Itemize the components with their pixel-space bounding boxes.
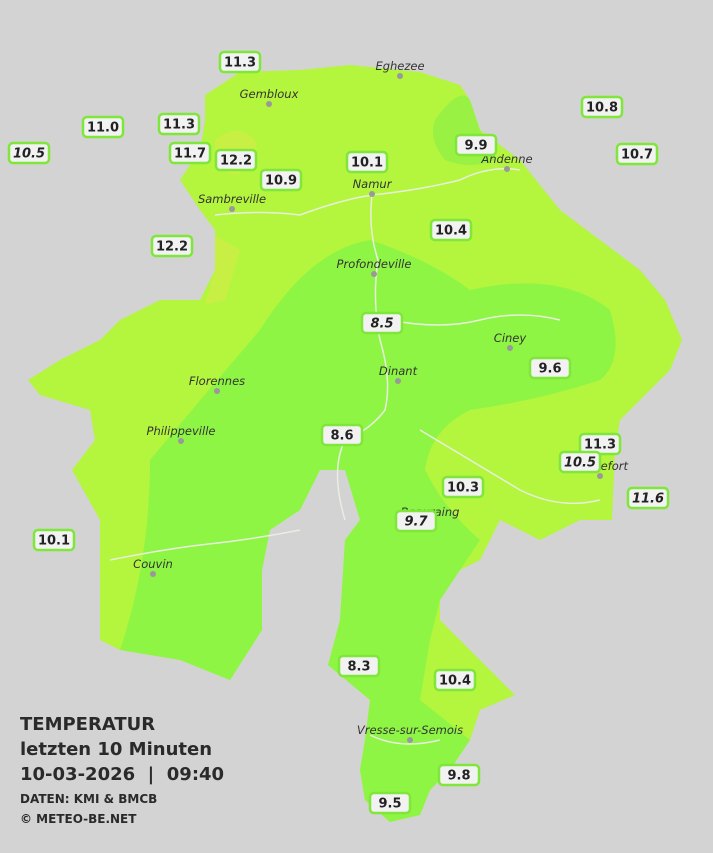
city-label: Vresse-sur-Semois bbox=[357, 723, 463, 737]
station-value: 10.1 bbox=[38, 534, 70, 549]
station-value: 9.5 bbox=[378, 797, 401, 812]
city-label: Eghezee bbox=[375, 59, 424, 73]
city-dot bbox=[229, 206, 235, 212]
station-value: 11.3 bbox=[224, 56, 256, 71]
station-value: 10.1 bbox=[351, 156, 383, 171]
city-label: Philippeville bbox=[147, 424, 216, 438]
cool-zone bbox=[120, 240, 616, 822]
station-box bbox=[454, 133, 498, 157]
station-value: 11.3 bbox=[584, 438, 616, 453]
station-box bbox=[157, 112, 201, 136]
period: letzten 10 Minuten bbox=[20, 739, 212, 760]
station-value: 10.4 bbox=[439, 674, 471, 689]
city-dot bbox=[266, 101, 272, 107]
station-box bbox=[214, 148, 258, 172]
station-box bbox=[626, 486, 670, 510]
city-dot bbox=[395, 378, 401, 384]
station-box bbox=[580, 95, 624, 119]
city-dot bbox=[597, 473, 603, 479]
station-value: 9.8 bbox=[447, 769, 470, 784]
station-box bbox=[433, 668, 477, 692]
station-box bbox=[345, 150, 389, 174]
station-value: 8.3 bbox=[347, 660, 370, 675]
city-label: Couvin bbox=[133, 557, 173, 571]
city-dot bbox=[150, 571, 156, 577]
station-value: 12.2 bbox=[220, 154, 252, 169]
city-dot bbox=[178, 438, 184, 444]
city-label: Profondeville bbox=[337, 257, 412, 271]
station-box bbox=[368, 791, 412, 815]
station-value: 10.5 bbox=[564, 456, 596, 471]
station-value: 8.5 bbox=[370, 317, 393, 332]
station-value: 9.6 bbox=[538, 362, 561, 377]
station-box bbox=[32, 528, 76, 552]
station-value: 10.4 bbox=[435, 224, 467, 239]
station-box bbox=[259, 168, 303, 192]
station-value: 11.0 bbox=[87, 121, 119, 136]
station-box bbox=[615, 142, 659, 166]
station-value: 10.8 bbox=[586, 101, 618, 116]
station-box bbox=[360, 311, 404, 335]
station-box bbox=[437, 763, 481, 787]
city-label: Sambreville bbox=[198, 192, 266, 206]
city-dot bbox=[397, 73, 403, 79]
station-value: 9.9 bbox=[464, 139, 487, 154]
source: DATEN: KMI & BMCB bbox=[20, 792, 157, 806]
city-label: Ciney bbox=[494, 331, 527, 345]
city-label: Dinant bbox=[379, 364, 418, 378]
station-value: 11.6 bbox=[632, 492, 664, 507]
station-value: 10.7 bbox=[621, 148, 653, 163]
station-box bbox=[441, 475, 485, 499]
station-box bbox=[337, 654, 381, 678]
station-box bbox=[168, 141, 212, 165]
station-box bbox=[394, 509, 438, 533]
city-dot bbox=[371, 271, 377, 277]
title: TEMPERATUR bbox=[20, 714, 155, 735]
station-value: 10.9 bbox=[265, 174, 297, 189]
station-box bbox=[7, 141, 51, 165]
city-label: Florennes bbox=[189, 374, 245, 388]
station-value: 12.2 bbox=[156, 240, 188, 255]
city-dot bbox=[214, 388, 220, 394]
station-value: 9.7 bbox=[404, 515, 428, 530]
station-box bbox=[528, 356, 572, 380]
timestamp: 10-03-2026 | 09:40 bbox=[20, 764, 224, 785]
city-label: Gembloux bbox=[240, 87, 299, 101]
city-label: Namur bbox=[353, 177, 393, 191]
warm-zone bbox=[205, 131, 257, 305]
city-dot bbox=[407, 737, 413, 743]
city-dot bbox=[507, 345, 513, 351]
station-box bbox=[81, 115, 125, 139]
station-value: 10.3 bbox=[447, 481, 479, 496]
station-box bbox=[150, 234, 194, 258]
station-box bbox=[558, 450, 602, 474]
station-value: 11.3 bbox=[163, 118, 195, 133]
station-value: 11.7 bbox=[174, 147, 206, 162]
station-value: 8.6 bbox=[330, 429, 353, 444]
city-dot bbox=[504, 166, 510, 172]
copyright: © METEO-BE.NET bbox=[20, 812, 137, 826]
station-box bbox=[429, 218, 473, 242]
station-box bbox=[320, 423, 364, 447]
city-dot bbox=[369, 191, 375, 197]
station-value: 10.5 bbox=[13, 147, 45, 162]
station-box bbox=[218, 50, 262, 74]
